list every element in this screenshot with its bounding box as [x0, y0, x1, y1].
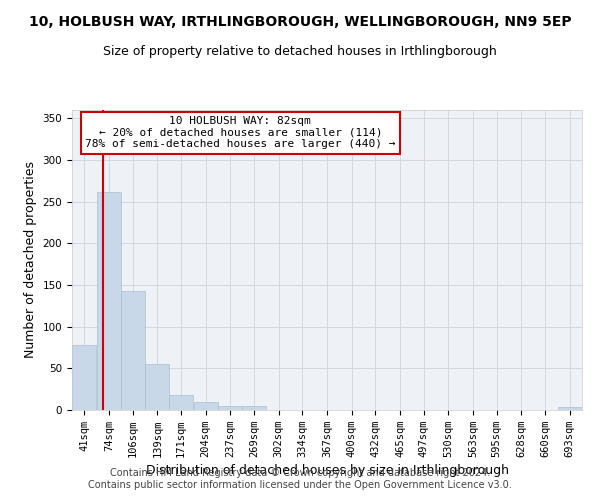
- Bar: [169, 395, 193, 410]
- Bar: [194, 402, 218, 410]
- X-axis label: Distribution of detached houses by size in Irthlingborough: Distribution of detached houses by size …: [146, 464, 509, 477]
- Y-axis label: Number of detached properties: Number of detached properties: [24, 162, 37, 358]
- Bar: [121, 291, 145, 410]
- Bar: [218, 406, 242, 410]
- Text: Size of property relative to detached houses in Irthlingborough: Size of property relative to detached ho…: [103, 45, 497, 58]
- Text: 10 HOLBUSH WAY: 82sqm
← 20% of detached houses are smaller (114)
78% of semi-det: 10 HOLBUSH WAY: 82sqm ← 20% of detached …: [85, 116, 395, 149]
- Bar: [72, 345, 97, 410]
- Bar: [97, 192, 121, 410]
- Text: 10, HOLBUSH WAY, IRTHLINGBOROUGH, WELLINGBOROUGH, NN9 5EP: 10, HOLBUSH WAY, IRTHLINGBOROUGH, WELLIN…: [29, 15, 571, 29]
- Bar: [557, 406, 582, 410]
- Text: Contains HM Land Registry data © Crown copyright and database right 2024.
Contai: Contains HM Land Registry data © Crown c…: [88, 468, 512, 490]
- Bar: [145, 364, 169, 410]
- Bar: [242, 406, 266, 410]
